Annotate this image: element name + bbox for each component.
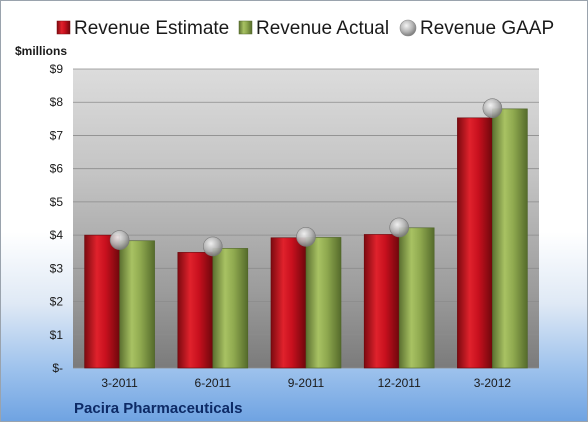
y-tick-label: $1 [50,328,64,342]
y-tick-label: $2 [50,295,64,309]
y-tick-label: $6 [50,162,64,176]
bar-revenue-actual [398,227,435,369]
gaap-markers [109,98,503,257]
y-tick-label: $7 [50,128,64,142]
bar-revenue-estimate [84,234,120,369]
y-axis-ticks: $- $1 $2 $3 $4 $5 $6 $7 $8 $9 [50,62,64,375]
x-tick-label: 3-2012 [474,376,512,390]
bar-revenue-actual [212,248,249,369]
x-tick-label: 6-2011 [195,376,232,390]
x-tick-label: 9-2011 [288,376,325,390]
unit-label: $millions [15,44,67,58]
bar-revenue-estimate [363,234,400,369]
bar-revenue-estimate [270,237,307,369]
y-tick-label: $9 [50,62,64,76]
legend-label-estimate: Revenue Estimate [74,18,229,39]
bars [84,108,528,369]
x-tick-label: 3-2011 [101,376,138,390]
legend: Revenue Estimate Revenue Actual Revenue … [56,18,554,39]
legend-swatch-estimate [56,20,71,35]
marker-revenue-gaap [389,217,410,238]
y-tick-label: $5 [50,195,64,209]
x-axis-ticks: 3-2011 6-2011 9-2011 12-2011 3-2012 [101,376,511,390]
legend-label-actual: Revenue Actual [256,18,389,39]
legend-swatch-actual [238,20,253,35]
y-tick-label: $- [52,361,63,375]
marker-revenue-gaap [109,230,130,250]
marker-revenue-gaap [203,236,223,257]
y-tick-label: $3 [50,261,64,275]
bar-revenue-estimate [457,117,493,369]
legend-label-gaap: Revenue GAAP [420,18,554,39]
marker-revenue-gaap [296,226,316,247]
bar-revenue-estimate [177,252,214,369]
x-tick-label: 12-2011 [378,376,421,390]
bar-revenue-actual [492,108,528,369]
legend-marker-gaap [399,19,417,37]
company-name: Pacira Pharmaceuticals [74,400,242,417]
bar-revenue-actual [305,237,342,369]
bar-revenue-actual [119,240,155,369]
y-tick-label: $8 [50,95,64,109]
marker-revenue-gaap [482,98,503,119]
y-tick-label: $4 [50,228,64,242]
